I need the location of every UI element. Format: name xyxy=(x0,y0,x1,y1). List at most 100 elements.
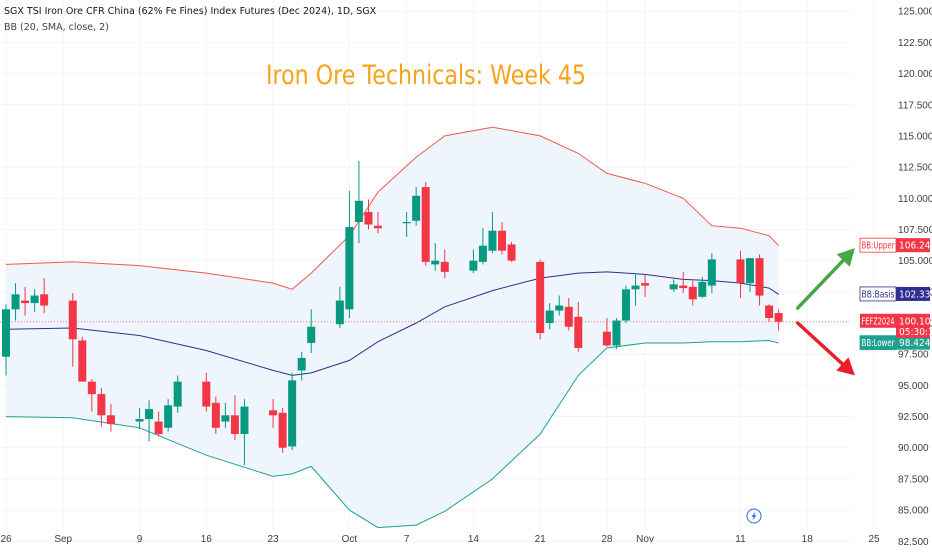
candle-body[interactable] xyxy=(145,409,154,420)
candle-body[interactable] xyxy=(335,300,344,325)
arrow-down-icon xyxy=(836,357,855,376)
candle-body[interactable] xyxy=(478,245,487,262)
bollinger-lower-line xyxy=(5,339,779,529)
candle-body[interactable] xyxy=(240,406,249,435)
candle-body[interactable] xyxy=(746,258,754,284)
bollinger-fill xyxy=(6,127,779,528)
candle-body[interactable] xyxy=(269,410,278,416)
y-tick-label: 87.500 xyxy=(898,474,929,485)
candle-body[interactable] xyxy=(536,261,545,333)
candle-body[interactable] xyxy=(78,340,87,382)
tag-bb-lower-value-box xyxy=(896,335,930,350)
candle-body[interactable] xyxy=(555,305,564,311)
x-tick-label: 11 xyxy=(735,534,746,545)
x-tick-label: 7 xyxy=(404,534,410,545)
lightning-bolt-glyph xyxy=(751,511,757,521)
candle-body[interactable] xyxy=(507,244,516,261)
tag-bb-upper-value: 106.241 xyxy=(899,241,932,252)
candle-body[interactable] xyxy=(622,289,630,321)
candle-body[interactable] xyxy=(202,381,211,407)
tag-bb-upper-value-box xyxy=(896,238,930,253)
candle-body[interactable] xyxy=(2,309,10,357)
tag-bb-lower-label: BB:Lower xyxy=(862,338,895,349)
x-tick-label: Sep xyxy=(54,534,72,545)
chart-title: SGX TSI Iron Ore CFR China (62% Fe Fines… xyxy=(4,6,377,17)
candle-body[interactable] xyxy=(164,405,173,428)
candle-body[interactable] xyxy=(374,225,382,229)
candle-body[interactable] xyxy=(30,295,39,304)
candle-body[interactable] xyxy=(469,260,478,271)
candle-body[interactable] xyxy=(68,300,77,340)
candle-body[interactable] xyxy=(421,187,430,262)
candle-body[interactable] xyxy=(21,300,30,304)
candle-body[interactable] xyxy=(211,402,220,428)
candle-body[interactable] xyxy=(679,285,688,289)
candle-body[interactable] xyxy=(431,260,440,265)
y-tick-label: 85.000 xyxy=(898,506,929,517)
candle-body[interactable] xyxy=(755,258,764,296)
x-tick-label: 25 xyxy=(868,534,880,545)
candle-body[interactable] xyxy=(106,415,115,425)
candle-body[interactable] xyxy=(297,357,306,371)
candle-body[interactable] xyxy=(688,286,697,300)
bollinger-upper-line xyxy=(5,126,779,290)
tag-price-label: FEFZ2024 xyxy=(862,316,895,327)
candle-body[interactable] xyxy=(402,221,411,224)
candle-body[interactable] xyxy=(545,310,554,324)
candle-body[interactable] xyxy=(765,305,774,319)
candle-body[interactable] xyxy=(221,415,230,422)
candle-body[interactable] xyxy=(698,281,707,297)
candle-body[interactable] xyxy=(230,415,239,435)
tag-bb-basis-value: 102.332 xyxy=(899,289,932,300)
candle-body[interactable] xyxy=(412,195,421,221)
indicator-legend[interactable]: BB (20, SMA, close, 2) xyxy=(4,22,109,33)
x-tick-label: 21 xyxy=(535,534,547,545)
y-tick-label: 92.500 xyxy=(898,412,929,423)
tag-bb-basis-label: BB:Basis xyxy=(862,289,895,300)
candle-body[interactable] xyxy=(612,320,621,346)
x-tick-label: 9 xyxy=(137,534,143,545)
candle-body[interactable] xyxy=(488,230,497,251)
candle-body[interactable] xyxy=(498,230,506,251)
tag-bb-basis-value-box xyxy=(896,286,930,301)
candle-body[interactable] xyxy=(736,259,745,284)
y-tick-label: 82.500 xyxy=(898,537,929,548)
x-tick-label: Oct xyxy=(342,534,358,545)
y-tick-label: 120.000 xyxy=(898,69,932,80)
y-tick-label: 115.000 xyxy=(898,131,932,142)
candle-body[interactable] xyxy=(364,212,373,225)
candle-body[interactable] xyxy=(641,283,650,286)
candle-body[interactable] xyxy=(602,331,611,346)
candle-body[interactable] xyxy=(631,285,640,290)
candle-body[interactable] xyxy=(87,381,96,395)
x-tick-label: 28 xyxy=(601,534,613,545)
candle-body[interactable] xyxy=(774,313,783,322)
arrow-up-shaft xyxy=(795,258,845,310)
candle-body[interactable] xyxy=(307,326,316,343)
y-tick-label: 122.500 xyxy=(898,38,932,49)
candle-body[interactable] xyxy=(669,284,678,290)
y-tick-label: 95.000 xyxy=(898,381,929,392)
candle-body[interactable] xyxy=(440,261,449,272)
candle-body[interactable] xyxy=(154,421,163,435)
candle-body[interactable] xyxy=(574,316,583,348)
x-tick-label: 16 xyxy=(201,534,213,545)
candle-body[interactable] xyxy=(40,294,49,306)
candle-body[interactable] xyxy=(707,259,716,286)
candle-body[interactable] xyxy=(354,200,363,222)
y-tick-label: 107.500 xyxy=(898,225,932,236)
candle-body[interactable] xyxy=(97,394,106,416)
candle-body[interactable] xyxy=(345,226,354,310)
candle-body[interactable] xyxy=(278,412,287,448)
y-tick-label: 110.000 xyxy=(898,194,932,205)
tag-price-countdown: 05:30:12 xyxy=(899,327,932,338)
candle-body[interactable] xyxy=(11,294,20,310)
candle-body[interactable] xyxy=(135,419,144,422)
y-tick-label: 90.000 xyxy=(898,443,929,454)
candle-body[interactable] xyxy=(564,306,573,327)
arrow-up-icon xyxy=(836,248,855,267)
candle-body[interactable] xyxy=(288,380,297,447)
tag-price-label-box xyxy=(860,313,896,328)
candle-body[interactable] xyxy=(173,381,182,407)
